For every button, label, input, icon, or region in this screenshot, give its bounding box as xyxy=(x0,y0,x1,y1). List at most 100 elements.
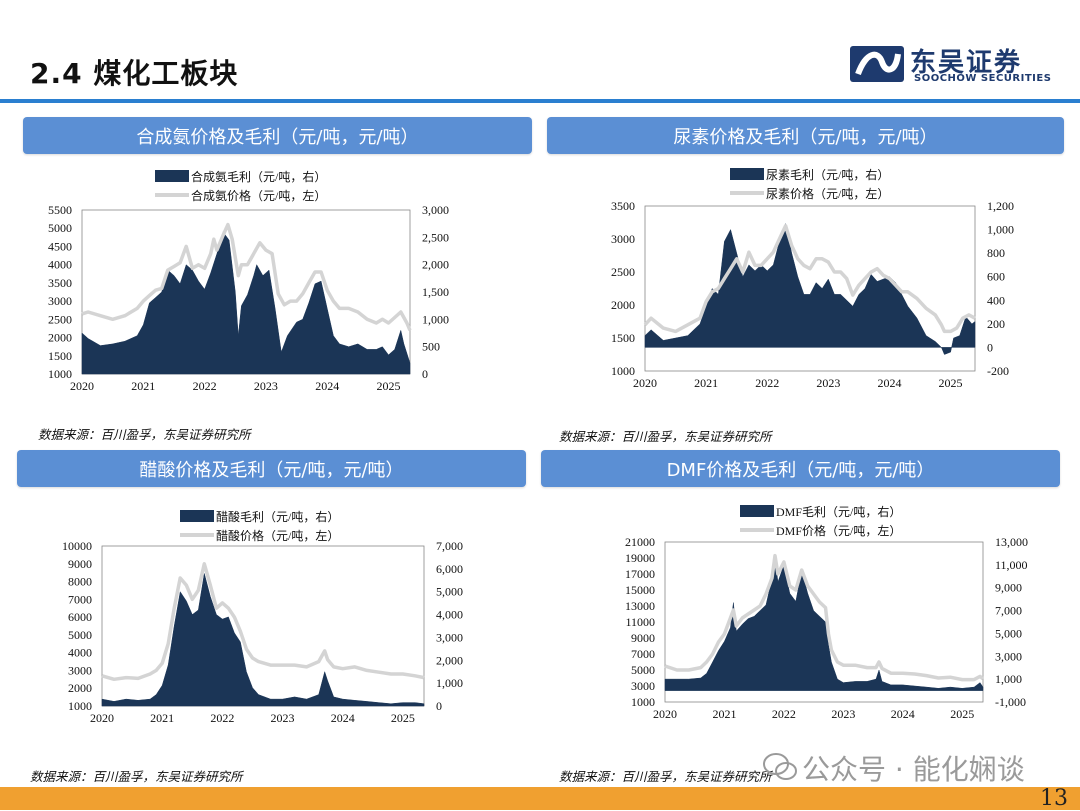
x-tick-label: 2025 xyxy=(391,711,415,725)
page-number: 13 xyxy=(1040,786,1068,811)
x-tick-label: 2023 xyxy=(816,376,840,390)
left-tick-label: 9000 xyxy=(631,631,655,645)
margin-area-series xyxy=(81,231,411,375)
x-tick-label: 2020 xyxy=(70,379,94,393)
legend-label-margin: 合成氨毛利（元/吨，右） xyxy=(191,169,326,184)
right-tick-label: 6,000 xyxy=(436,562,463,576)
right-tick-label: 7,000 xyxy=(995,604,1022,618)
price-line-series xyxy=(101,562,425,682)
left-tick-label: 2000 xyxy=(68,681,92,695)
legend-label-price: 尿素价格（元/吨，左） xyxy=(766,186,889,201)
right-tick-label: 1,200 xyxy=(987,199,1014,213)
left-tick-label: 3500 xyxy=(48,276,72,290)
panel-title-dmf: DMF价格及毛利（元/吨，元/吨） xyxy=(541,450,1060,487)
left-tick-label: 5500 xyxy=(48,203,72,217)
left-tick-label: 11000 xyxy=(625,615,655,629)
legend-label-margin: 醋酸毛利（元/吨，右） xyxy=(216,509,339,524)
left-tick-label: 3000 xyxy=(68,663,92,677)
price-line-series xyxy=(664,553,985,682)
margin-area-series xyxy=(644,222,976,355)
legend-swatch-margin xyxy=(730,168,764,180)
price-line-series xyxy=(643,224,976,334)
x-tick-label: 2024 xyxy=(877,376,901,390)
left-tick-label: 1500 xyxy=(48,349,72,363)
left-tick-label: 3000 xyxy=(631,679,655,693)
right-tick-label: 0 xyxy=(436,699,442,713)
left-tick-label: 6000 xyxy=(68,610,92,624)
panel-title-ammonia: 合成氨价格及毛利（元/吨，元/吨） xyxy=(23,117,532,154)
left-tick-label: 3000 xyxy=(48,294,72,308)
dmf-chart: 1000 3000 5000 7000 9000 11000 13000 15000 17000… xyxy=(625,504,1028,721)
left-tick-label: 4500 xyxy=(48,239,72,253)
left-tick-label: 7000 xyxy=(68,592,92,606)
x-tick-label: 2020 xyxy=(90,711,114,725)
margin-area-series xyxy=(664,555,984,691)
left-tick-label: 1000 xyxy=(48,367,72,381)
right-tick-label: 400 xyxy=(987,293,1005,307)
legend-label-price: 醋酸价格（元/吨，左） xyxy=(216,528,339,543)
x-tick-label: 2024 xyxy=(891,707,915,721)
source-note-ammonia: 数据来源：百川盈孚，东吴证券研究所 xyxy=(38,427,251,442)
right-tick-label: 200 xyxy=(987,317,1005,331)
left-tick-label: 1000 xyxy=(631,695,655,709)
right-tick-label: 2,500 xyxy=(422,230,449,244)
left-tick-label: 1000 xyxy=(68,699,92,713)
x-tick-label: 2021 xyxy=(712,707,736,721)
x-tick-label: 2022 xyxy=(210,711,234,725)
source-note-dmf: 数据来源：百川盈孚，东吴证券研究所 xyxy=(559,769,772,784)
right-tick-label: 3,000 xyxy=(422,203,449,217)
right-tick-label: 1,000 xyxy=(436,676,463,690)
right-tick-label: 1,000 xyxy=(995,672,1022,686)
left-tick-label: 15000 xyxy=(625,583,655,597)
source-note-acetic-acid: 数据来源：百川盈孚，东吴证券研究所 xyxy=(30,769,243,784)
right-tick-label: 3,000 xyxy=(436,630,463,644)
x-tick-label: 2020 xyxy=(633,376,657,390)
urea-chart: 1000 1500 2000 2500 3000 3500 -200 0 200 400 600 80… xyxy=(611,167,1014,390)
panel-title-urea: 尿素价格及毛利（元/吨，元/吨） xyxy=(547,117,1064,154)
left-tick-label: 17000 xyxy=(625,567,655,581)
right-tick-label: 7,000 xyxy=(436,539,463,553)
right-tick-label: 0 xyxy=(987,340,993,354)
left-tick-label: 3000 xyxy=(611,232,635,246)
x-tick-label: 2025 xyxy=(939,376,963,390)
watermark-text: 公众号 · 能化娴谈 xyxy=(802,753,1025,786)
x-tick-label: 2021 xyxy=(694,376,718,390)
x-tick-label: 2021 xyxy=(131,379,155,393)
right-tick-label: 4,000 xyxy=(436,608,463,622)
x-tick-label: 2022 xyxy=(193,379,217,393)
source-note-urea: 数据来源：百川盈孚，东吴证券研究所 xyxy=(559,429,772,444)
header-rule xyxy=(0,99,1080,103)
left-tick-label: 1000 xyxy=(611,364,635,378)
left-tick-label: 3500 xyxy=(611,199,635,213)
x-tick-label: 2021 xyxy=(150,711,174,725)
left-tick-label: 7000 xyxy=(631,647,655,661)
right-tick-label: 800 xyxy=(987,246,1005,260)
page-title: 2.4 煤化工板块 xyxy=(30,57,239,90)
legend-swatch-margin xyxy=(740,505,774,517)
legend-label-margin: DMF毛利（元/吨，右） xyxy=(776,504,901,519)
x-tick-label: 2023 xyxy=(831,707,855,721)
left-tick-label: 4000 xyxy=(48,258,72,272)
left-tick-label: 2500 xyxy=(48,312,72,326)
right-tick-label: -200 xyxy=(987,364,1009,378)
right-tick-label: 1,000 xyxy=(422,312,449,326)
right-tick-label: 13,000 xyxy=(995,535,1028,549)
legend-label-price: 合成氨价格（元/吨，左） xyxy=(191,188,326,203)
left-tick-label: 2500 xyxy=(611,265,635,279)
left-tick-label: 5000 xyxy=(631,663,655,677)
x-tick-label: 2025 xyxy=(950,707,974,721)
left-tick-label: 1500 xyxy=(611,331,635,345)
margin-area-series xyxy=(101,573,425,707)
right-tick-label: 2,000 xyxy=(422,258,449,272)
right-tick-label: 11,000 xyxy=(995,558,1028,572)
x-tick-label: 2025 xyxy=(377,379,401,393)
price-line-series xyxy=(81,222,412,331)
right-tick-label: 500 xyxy=(422,340,440,354)
legend-swatch-margin xyxy=(180,510,214,522)
left-tick-label: 5000 xyxy=(48,221,72,235)
logo-text-en: SOOCHOW SECURITIES xyxy=(914,73,1052,84)
company-logo: 东吴证券 SOOCHOW SECURITIES xyxy=(848,42,1058,88)
right-tick-label: 3,000 xyxy=(995,649,1022,663)
right-tick-label: 600 xyxy=(987,270,1005,284)
soochow-logo-icon xyxy=(850,46,904,82)
